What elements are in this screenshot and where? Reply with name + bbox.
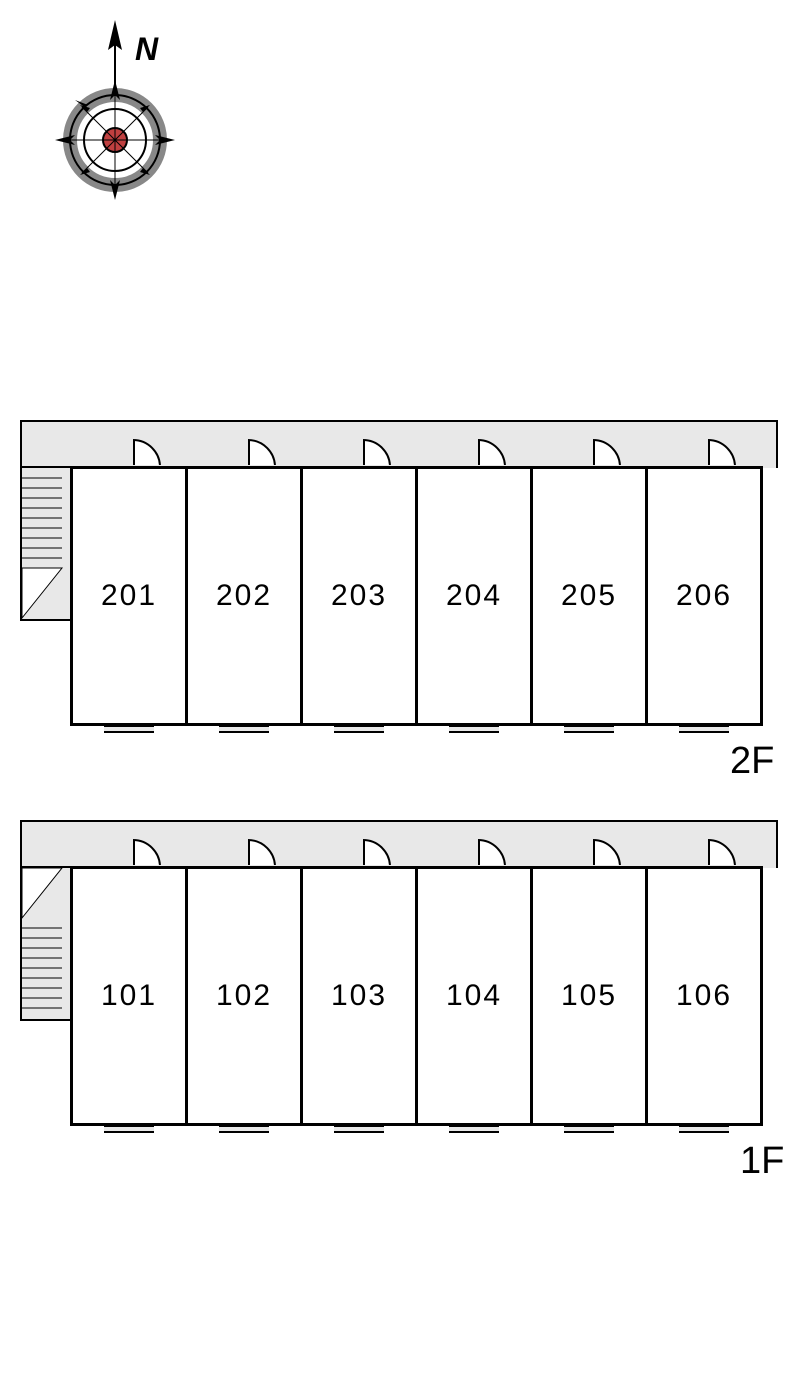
door-icon bbox=[478, 835, 508, 865]
door-icon bbox=[593, 835, 623, 865]
unit-label: 205 bbox=[561, 579, 617, 613]
door-icon bbox=[708, 435, 738, 465]
door-icon bbox=[363, 835, 393, 865]
floor-label-2f: 2F bbox=[730, 740, 774, 783]
door-icon bbox=[133, 435, 163, 465]
floor-label-1f: 1F bbox=[740, 1140, 784, 1183]
unit-206: 206 bbox=[645, 466, 763, 726]
north-label: N bbox=[135, 31, 159, 67]
unit-label: 102 bbox=[216, 979, 272, 1013]
door-icon bbox=[478, 435, 508, 465]
unit-202: 202 bbox=[185, 466, 303, 726]
unit-label: 106 bbox=[676, 979, 732, 1013]
unit-205: 205 bbox=[530, 466, 648, 726]
unit-label: 201 bbox=[101, 579, 157, 613]
door-icon bbox=[248, 835, 278, 865]
window-icon bbox=[449, 725, 499, 733]
window-icon bbox=[334, 1125, 384, 1133]
unit-102: 102 bbox=[185, 866, 303, 1126]
unit-label: 101 bbox=[101, 979, 157, 1013]
stairs-icon bbox=[22, 468, 72, 623]
door-icon bbox=[593, 435, 623, 465]
unit-105: 105 bbox=[530, 866, 648, 1126]
unit-201: 201 bbox=[70, 466, 188, 726]
unit-label: 105 bbox=[561, 979, 617, 1013]
unit-106: 106 bbox=[645, 866, 763, 1126]
window-icon bbox=[219, 725, 269, 733]
unit-103: 103 bbox=[300, 866, 418, 1126]
unit-label: 104 bbox=[446, 979, 502, 1013]
units-row-2f: 201 202 203 204 205 206 bbox=[70, 466, 763, 726]
window-icon bbox=[104, 725, 154, 733]
window-icon bbox=[449, 1125, 499, 1133]
unit-label: 204 bbox=[446, 579, 502, 613]
units-row-1f: 101 102 103 104 105 106 bbox=[70, 866, 763, 1126]
stair-area-2f bbox=[20, 466, 72, 621]
unit-label: 203 bbox=[331, 579, 387, 613]
door-icon bbox=[363, 435, 393, 465]
unit-label: 103 bbox=[331, 979, 387, 1013]
unit-104: 104 bbox=[415, 866, 533, 1126]
window-icon bbox=[219, 1125, 269, 1133]
stairs-icon bbox=[22, 868, 72, 1023]
window-icon bbox=[334, 725, 384, 733]
window-icon bbox=[104, 1125, 154, 1133]
unit-204: 204 bbox=[415, 466, 533, 726]
window-icon bbox=[564, 1125, 614, 1133]
stair-area-1f bbox=[20, 866, 72, 1021]
door-icon bbox=[248, 435, 278, 465]
window-icon bbox=[679, 725, 729, 733]
unit-label: 202 bbox=[216, 579, 272, 613]
door-icon bbox=[708, 835, 738, 865]
window-icon bbox=[679, 1125, 729, 1133]
unit-101: 101 bbox=[70, 866, 188, 1126]
window-icon bbox=[564, 725, 614, 733]
unit-203: 203 bbox=[300, 466, 418, 726]
compass-rose: N bbox=[40, 20, 190, 225]
door-icon bbox=[133, 835, 163, 865]
unit-label: 206 bbox=[676, 579, 732, 613]
